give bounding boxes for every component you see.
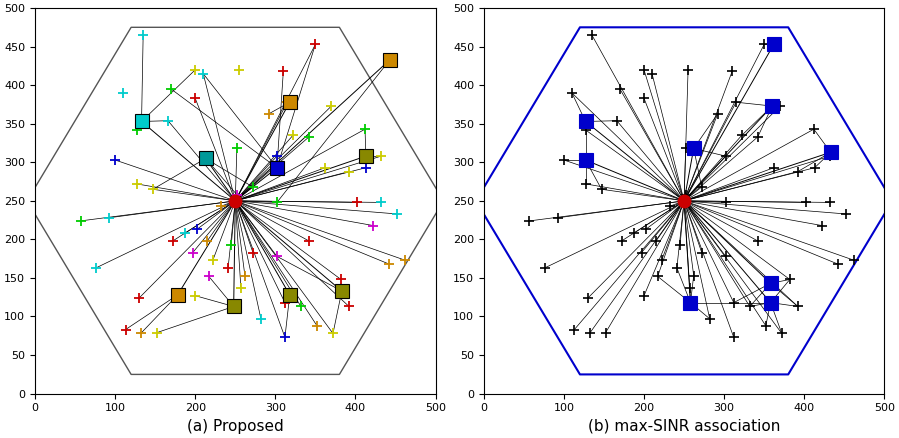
X-axis label: (b) max-SINR association: (b) max-SINR association: [588, 419, 780, 434]
X-axis label: (a) Proposed: (a) Proposed: [187, 419, 284, 434]
